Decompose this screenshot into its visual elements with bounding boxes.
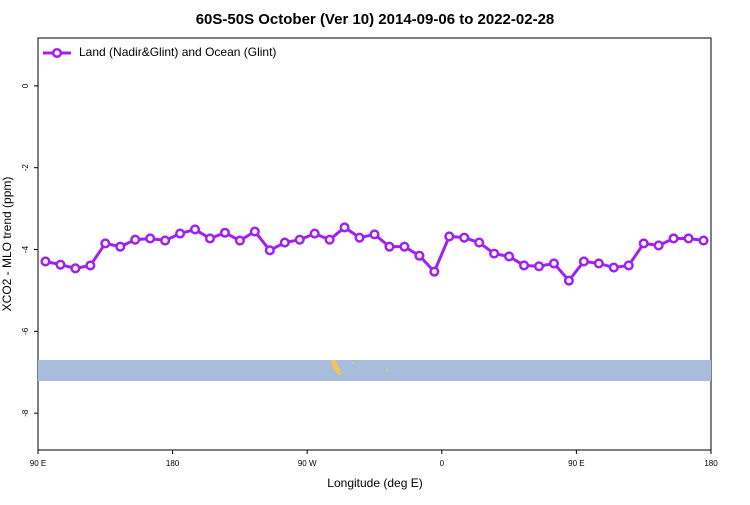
data-point (294, 234, 305, 245)
data-point (668, 233, 679, 244)
data-point (474, 237, 485, 248)
land-patch (386, 369, 388, 371)
data-point (444, 231, 455, 242)
data-point (459, 232, 470, 243)
plot-frame (37, 37, 712, 451)
data-point (653, 240, 664, 251)
x-tick-label: 0 (440, 459, 445, 468)
data-point (698, 235, 709, 246)
data-point (309, 228, 320, 239)
data-point (563, 275, 574, 286)
y-tick-label: -4 (21, 245, 30, 253)
data-point (593, 258, 604, 269)
data-point (55, 259, 66, 270)
data-point (189, 224, 201, 235)
data-point (519, 260, 530, 271)
x-tick-label: 180 (704, 459, 718, 468)
y-tick-label: -2 (21, 164, 30, 172)
data-point (234, 235, 245, 246)
data-point (249, 226, 260, 237)
data-point (264, 245, 275, 256)
data-point (489, 248, 500, 259)
data-point (204, 233, 216, 244)
data-point (399, 241, 410, 252)
y-tick-label: -8 (21, 409, 30, 417)
y-axis-label: XCO2 - MLO trend (ppm) (0, 177, 14, 312)
data-point (324, 234, 335, 245)
data-point (219, 227, 230, 238)
data-point (548, 258, 560, 269)
data-point (369, 229, 380, 240)
x-axis-label: Longitude (deg E) (327, 476, 422, 490)
data-point (354, 232, 365, 243)
data-point (279, 237, 290, 248)
data-point (608, 262, 619, 273)
data-point (683, 233, 694, 244)
data-point (414, 250, 425, 261)
data-point (384, 241, 395, 252)
data-point (623, 260, 634, 271)
map-strip (38, 360, 711, 381)
land-patch (352, 362, 354, 364)
data-point (130, 234, 141, 245)
x-tick-label: 90 E (30, 459, 46, 468)
data-point (429, 266, 440, 277)
legend-marker (51, 47, 63, 59)
data-point (578, 256, 589, 267)
data-point (160, 235, 171, 246)
y-tick-label: -6 (21, 327, 30, 335)
data-point (85, 260, 96, 271)
x-tick-label: 180 (166, 459, 180, 468)
x-tick-label: 90 W (298, 459, 317, 468)
data-point (145, 233, 156, 244)
data-point (339, 222, 350, 233)
legend-label: Land (Nadir&Glint) and Ocean (Glint) (79, 45, 276, 59)
data-point (175, 228, 186, 239)
data-point (533, 261, 545, 272)
y-tick-label: 0 (21, 83, 30, 88)
data-point (504, 251, 515, 262)
data-point (100, 238, 111, 249)
data-point (40, 256, 51, 267)
data-point (638, 238, 649, 249)
data-point (70, 263, 81, 274)
land-patch (331, 360, 343, 375)
data-point (115, 241, 126, 252)
chart-title: 60S-50S October (Ver 10) 2014-09-06 to 2… (196, 11, 555, 28)
x-tick-label: 90 E (568, 459, 584, 468)
